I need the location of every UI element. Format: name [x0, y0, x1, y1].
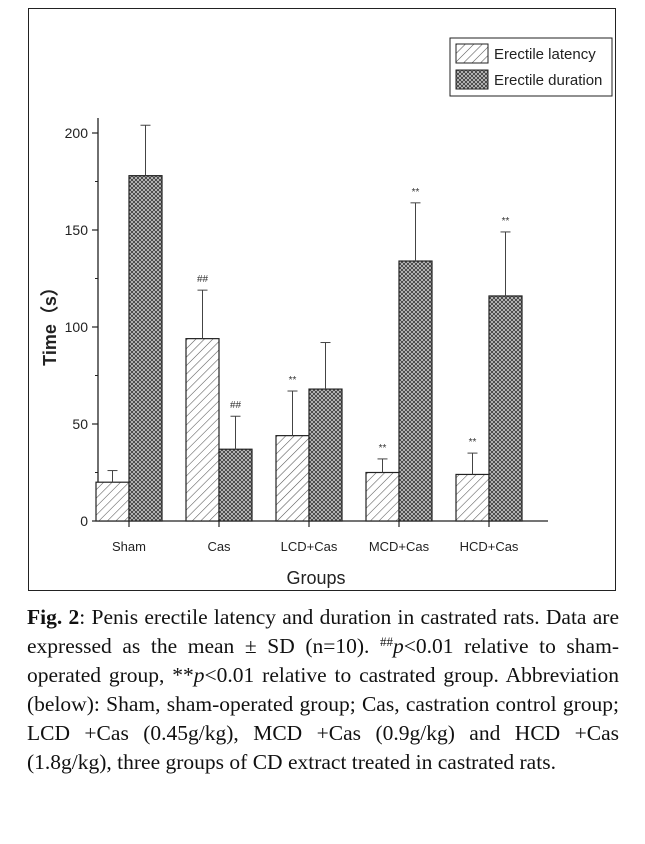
- legend-label-latency: Erectile latency: [494, 46, 596, 63]
- bar-chart: 0 50 100 150 200 Sham Cas ## ## LCD+Cas ** MCD+Cas *…: [40, 37, 613, 588]
- caption-sig-text-1: <0.01 relative to sham-operated group, *…: [27, 634, 619, 687]
- significance-label: **: [469, 437, 477, 448]
- bar-duration: [398, 260, 433, 522]
- x-tick-label: LCD+Cas: [281, 539, 338, 554]
- figure-frame: [28, 8, 616, 591]
- significance-label: **: [412, 187, 420, 198]
- bar-duration: [488, 295, 523, 522]
- significance-label: ##: [197, 274, 209, 285]
- y-axis-title: Time（s）: [40, 278, 60, 366]
- x-tick-label: HCD+Cas: [460, 539, 519, 554]
- significance-label: ##: [230, 400, 242, 411]
- x-tick-label: MCD+Cas: [369, 539, 430, 554]
- significance-label: **: [502, 216, 510, 227]
- y-tick-label: 50: [72, 416, 88, 432]
- y-tick-label: 150: [65, 222, 89, 238]
- caption-p-symbol-2: p: [193, 663, 205, 687]
- significance-label: **: [379, 443, 387, 454]
- bar-latency: [275, 435, 310, 522]
- x-tick-label: Cas: [207, 539, 231, 554]
- y-tick-label: 0: [80, 513, 88, 529]
- bar-duration: [218, 448, 253, 522]
- y-tick-label: 200: [65, 125, 89, 141]
- bar-latency: [95, 481, 130, 522]
- significance-label: **: [289, 375, 297, 386]
- x-tick-label: Sham: [112, 539, 146, 554]
- bar-duration: [308, 388, 343, 522]
- caption-sig-text-2: <0.01 relative to castrated group. Abbre…: [27, 663, 620, 774]
- caption-sentence-1: : Penis erectile latency and duration in…: [27, 605, 619, 658]
- figure-caption: Fig. 2: Penis erectile latency and durat…: [27, 603, 619, 777]
- legend-label-duration: Erectile duration: [494, 72, 602, 89]
- legend-swatch-duration: [455, 69, 489, 90]
- bar-latency: [365, 471, 400, 522]
- y-tick-label: 100: [65, 319, 89, 335]
- caption-figure-label: Fig. 2: [27, 605, 80, 629]
- bar-latency: [185, 338, 220, 522]
- caption-p-symbol-1: p: [392, 634, 404, 658]
- bar-duration: [128, 175, 163, 522]
- legend-swatch-latency: [455, 43, 489, 64]
- bar-latency: [455, 473, 490, 522]
- x-axis-title: Groups: [286, 568, 345, 588]
- caption-sig-mark-hash: ##: [379, 634, 393, 649]
